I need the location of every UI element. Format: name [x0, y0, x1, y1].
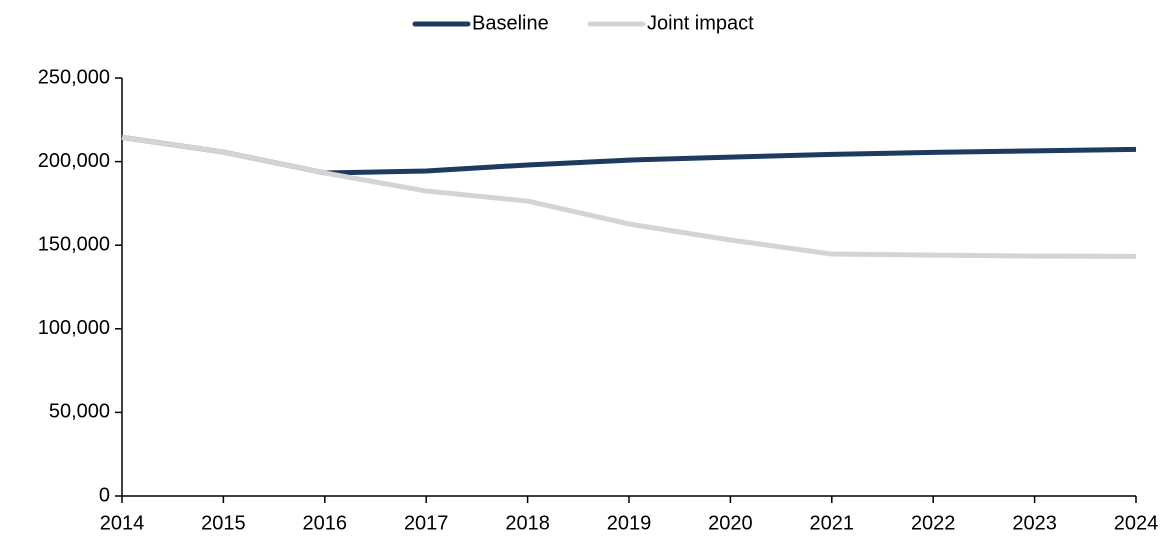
line-series — [121, 134, 1137, 176]
y-tick-label: 200,000 — [38, 150, 110, 172]
x-tick-label: 2019 — [607, 512, 652, 534]
x-tick-label: 2020 — [708, 512, 753, 534]
x-tick-label: 2014 — [100, 512, 145, 534]
x-tick-label: 2016 — [303, 512, 348, 534]
y-tick-label: 150,000 — [38, 233, 110, 255]
x-tick-label: 2017 — [404, 512, 449, 534]
x-tick-label: 2024 — [1114, 512, 1159, 534]
y-tick-label: 0 — [99, 484, 110, 506]
x-tick-label: 2022 — [911, 512, 956, 534]
x-tick-label: 2015 — [201, 512, 246, 534]
x-tick-label: 2023 — [1012, 512, 1057, 534]
x-tick-label: 2021 — [810, 512, 855, 534]
legend-label: Joint impact — [647, 12, 754, 34]
line-series — [121, 134, 1137, 259]
y-tick-label: 50,000 — [49, 401, 110, 423]
x-tick-label: 2018 — [505, 512, 550, 534]
legend-label: Baseline — [472, 12, 549, 34]
y-tick-label: 250,000 — [38, 66, 110, 88]
y-tick-label: 100,000 — [38, 317, 110, 339]
